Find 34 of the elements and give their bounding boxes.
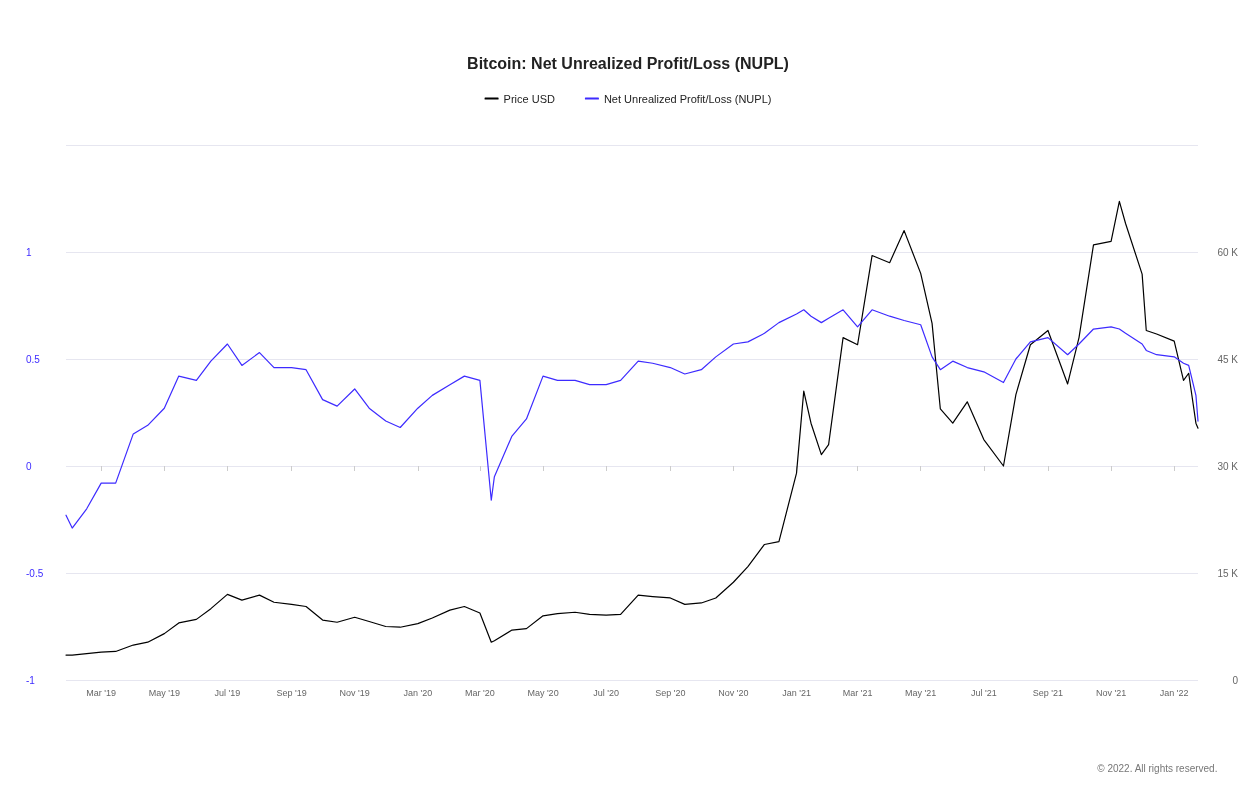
x-tick-label: Mar '21 <box>842 687 873 698</box>
x-tick-label: Nov '21 <box>1095 687 1127 698</box>
y2-tick-label: 0 <box>1232 674 1239 686</box>
x-tick-label: Jul '19 <box>214 687 241 698</box>
x-tick-label: Jan '21 <box>782 687 811 698</box>
x-tick-label: Nov '20 <box>718 687 749 698</box>
y-tick-label: 0.5 <box>26 353 41 365</box>
x-tick-label: Jul '20 <box>593 687 619 698</box>
x-tick-label: Sep '20 <box>655 687 686 698</box>
x-tick-label: May '19 <box>148 687 180 698</box>
legend-label: Net Unrealized Profit/Loss (NUPL) <box>603 92 772 105</box>
y-tick-label: -1 <box>26 674 36 686</box>
x-tick-label: Mar '20 <box>465 687 495 698</box>
y-tick-label: 0 <box>26 460 32 472</box>
y-tick-label: 1 <box>26 246 32 258</box>
x-tick-label: May '20 <box>527 687 559 698</box>
chart-title: Bitcoin: Net Unrealized Profit/Loss (NUPL) <box>467 54 789 72</box>
x-tick-label: Nov '19 <box>339 687 370 698</box>
y2-tick-label: 15 K <box>1217 567 1239 579</box>
x-tick-label: Mar '19 <box>86 687 117 698</box>
x-tick-label: Jan '22 <box>1159 687 1189 698</box>
legend-label: Price USD <box>503 92 555 105</box>
y2-tick-label: 30 K <box>1217 460 1239 472</box>
text: © 2022. All rights reserved. <box>1097 762 1218 774</box>
x-tick-label: May '21 <box>905 687 937 698</box>
line-series <box>65 309 1199 529</box>
y-tick-label: -0.5 <box>26 567 44 579</box>
x-tick-label: Jul '21 <box>970 687 997 698</box>
x-tick-label: Sep '19 <box>276 687 307 698</box>
y2-tick-label: 60 K <box>1217 246 1239 258</box>
y2-tick-label: 45 K <box>1217 353 1239 365</box>
x-tick-label: Jan '20 <box>403 687 433 698</box>
line-series <box>65 200 1199 656</box>
x-tick-label: Sep '21 <box>1032 687 1064 698</box>
